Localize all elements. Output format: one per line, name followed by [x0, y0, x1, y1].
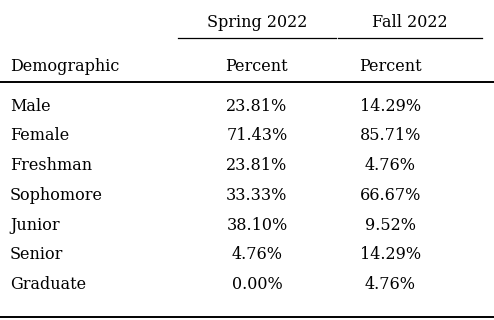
- Text: 0.00%: 0.00%: [232, 276, 282, 293]
- Text: 85.71%: 85.71%: [360, 127, 421, 144]
- Text: Junior: Junior: [10, 217, 59, 234]
- Text: Male: Male: [10, 98, 50, 115]
- Text: Spring 2022: Spring 2022: [206, 14, 307, 31]
- Text: 4.76%: 4.76%: [365, 157, 416, 174]
- Text: Percent: Percent: [359, 58, 421, 75]
- Text: 4.76%: 4.76%: [365, 276, 416, 293]
- Text: Female: Female: [10, 127, 69, 144]
- Text: 14.29%: 14.29%: [360, 98, 421, 115]
- Text: 71.43%: 71.43%: [226, 127, 288, 144]
- Text: 23.81%: 23.81%: [226, 98, 288, 115]
- Text: 23.81%: 23.81%: [226, 157, 288, 174]
- Text: Demographic: Demographic: [10, 58, 119, 75]
- Text: Graduate: Graduate: [10, 276, 86, 293]
- Text: Percent: Percent: [226, 58, 288, 75]
- Text: Fall 2022: Fall 2022: [372, 14, 448, 31]
- Text: 14.29%: 14.29%: [360, 246, 421, 263]
- Text: 66.67%: 66.67%: [360, 187, 421, 204]
- Text: 9.52%: 9.52%: [365, 217, 416, 234]
- Text: Senior: Senior: [10, 246, 63, 263]
- Text: 33.33%: 33.33%: [226, 187, 288, 204]
- Text: Sophomore: Sophomore: [10, 187, 103, 204]
- Text: Freshman: Freshman: [10, 157, 92, 174]
- Text: 38.10%: 38.10%: [226, 217, 288, 234]
- Text: 4.76%: 4.76%: [231, 246, 283, 263]
